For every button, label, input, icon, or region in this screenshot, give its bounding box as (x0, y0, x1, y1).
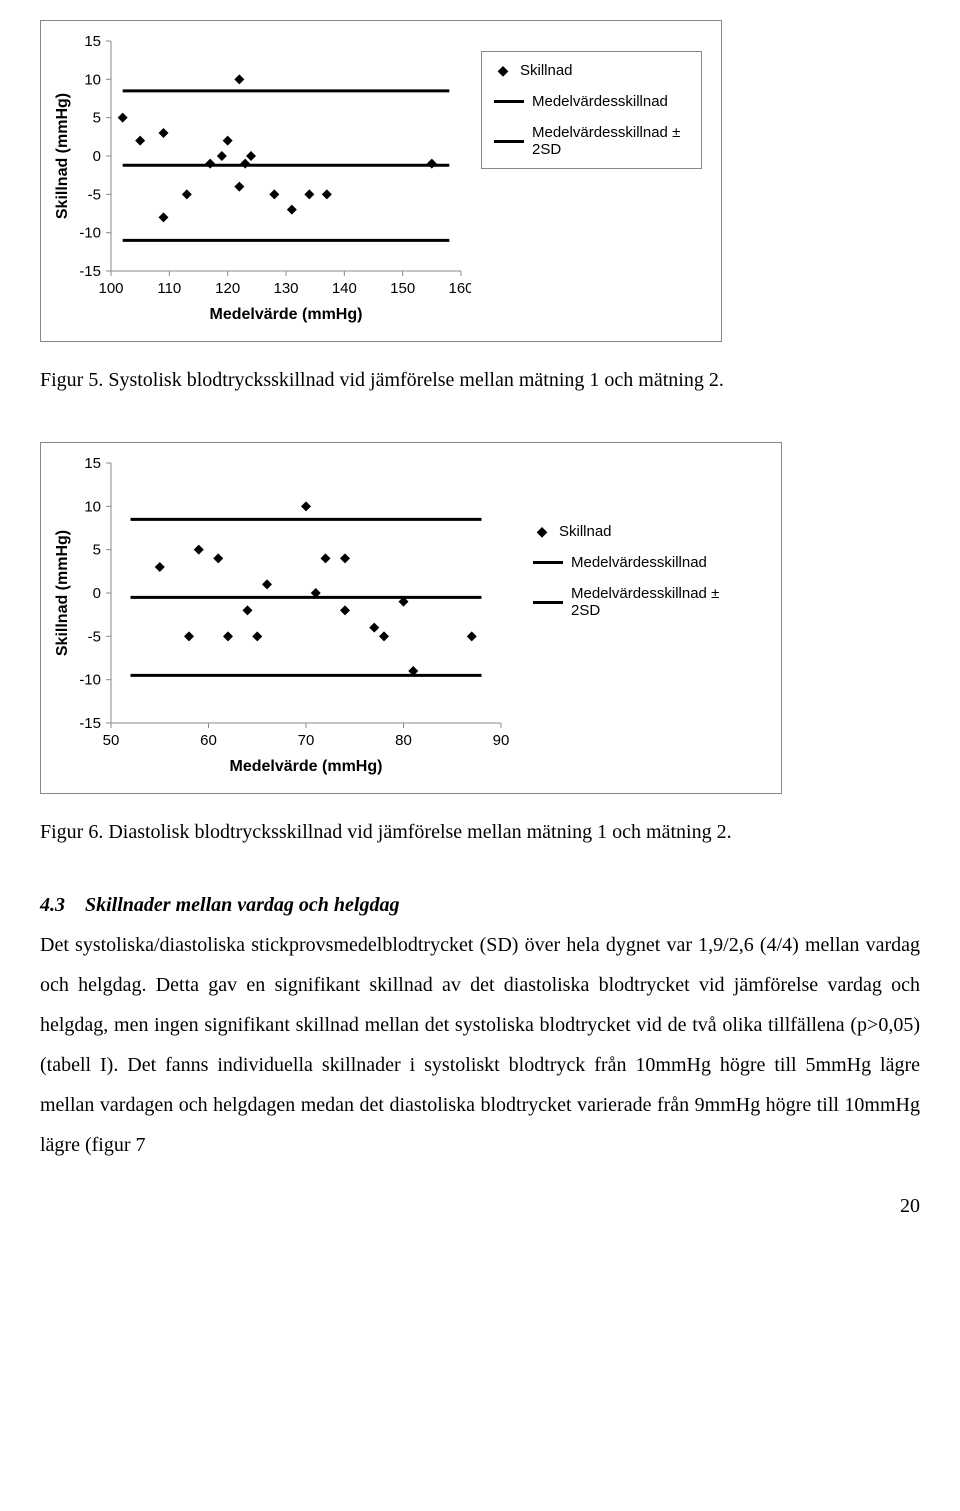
svg-text:5: 5 (93, 542, 101, 559)
section-title: Skillnader mellan vardag och helgdag (85, 894, 399, 916)
svg-text:Medelvärde (mmHg): Medelvärde (mmHg) (210, 306, 363, 323)
svg-text:100: 100 (98, 280, 123, 297)
legend-item-sd: Medelvärdesskillnad ± 2SD (533, 585, 743, 619)
line-icon (533, 561, 563, 564)
svg-text:5: 5 (93, 110, 101, 127)
legend-item-mean: Medelvärdesskillnad (533, 554, 743, 571)
svg-text:15: 15 (84, 455, 101, 472)
svg-text:-10: -10 (79, 672, 101, 689)
svg-text:0: 0 (93, 148, 101, 165)
page-number: 20 (40, 1195, 920, 1218)
diamond-icon: ◆ (494, 62, 512, 79)
svg-text:60: 60 (200, 732, 217, 749)
legend-label: Skillnad (559, 523, 612, 540)
svg-text:Medelvärde (mmHg): Medelvärde (mmHg) (230, 758, 383, 775)
svg-text:15: 15 (84, 33, 101, 50)
svg-text:-10: -10 (79, 225, 101, 242)
svg-text:0: 0 (93, 585, 101, 602)
legend-label: Skillnad (520, 62, 573, 79)
svg-text:90: 90 (493, 732, 510, 749)
figure-5-caption: Figur 5. Systolisk blodtrycksskillnad vi… (40, 369, 920, 392)
svg-text:120: 120 (215, 280, 240, 297)
figure-6-svg: -15 -10 -5 0 5 10 15 50 60 70 80 90 Medelvärde (mmHg… (51, 453, 511, 783)
line-icon (533, 601, 563, 604)
section-heading: 4.3 Skillnader mellan vardag och helgdag (40, 894, 920, 917)
legend-label: Medelvärdesskillnad (532, 93, 668, 110)
figure-5-legend: ◆ Skillnad Medelvärdesskillnad Medelvärd… (481, 51, 702, 169)
svg-text:-5: -5 (88, 628, 101, 645)
svg-text:Skillnad (mmHg): Skillnad (mmHg) (54, 530, 71, 656)
svg-text:-15: -15 (79, 715, 101, 732)
svg-text:50: 50 (103, 732, 120, 749)
svg-text:140: 140 (332, 280, 357, 297)
figure-6-chart: -15 -10 -5 0 5 10 15 50 60 70 80 90 Medelvärde (mmHg… (40, 442, 782, 794)
legend-item-skillnad: ◆ Skillnad (494, 62, 689, 79)
svg-text:10: 10 (84, 71, 101, 88)
body-paragraph: Det systoliska/diastoliska stickprovsmed… (40, 925, 920, 1165)
legend-label: Medelvärdesskillnad (571, 554, 707, 571)
svg-text:Skillnad (mmHg): Skillnad (mmHg) (54, 93, 71, 219)
figure-6-legend: ◆ Skillnad Medelvärdesskillnad Medelvärd… (521, 513, 755, 629)
svg-text:150: 150 (390, 280, 415, 297)
figure-5-chart: -15 -10 -5 0 5 10 15 100 110 120 130 140 150 160 Medel… (40, 20, 722, 342)
legend-label: Medelvärdesskillnad ± 2SD (532, 124, 680, 158)
line-icon (494, 140, 524, 143)
svg-text:130: 130 (273, 280, 298, 297)
figure-5-svg: -15 -10 -5 0 5 10 15 100 110 120 130 140 150 160 Medel… (51, 31, 471, 331)
section-number: 4.3 (40, 894, 65, 916)
svg-text:160: 160 (448, 280, 471, 297)
svg-text:110: 110 (157, 280, 181, 297)
svg-text:-15: -15 (79, 263, 101, 280)
svg-text:-5: -5 (88, 186, 101, 203)
svg-text:80: 80 (395, 732, 412, 749)
legend-item-sd: Medelvärdesskillnad ± 2SD (494, 124, 689, 158)
legend-item-mean: Medelvärdesskillnad (494, 93, 689, 110)
figure-6-caption: Figur 6. Diastolisk blodtrycksskillnad v… (40, 821, 920, 844)
svg-text:10: 10 (84, 498, 101, 515)
svg-text:70: 70 (298, 732, 315, 749)
line-icon (494, 100, 524, 103)
legend-label: Medelvärdesskillnad ± 2SD (571, 585, 719, 619)
legend-item-skillnad: ◆ Skillnad (533, 523, 743, 540)
diamond-icon: ◆ (533, 523, 551, 540)
